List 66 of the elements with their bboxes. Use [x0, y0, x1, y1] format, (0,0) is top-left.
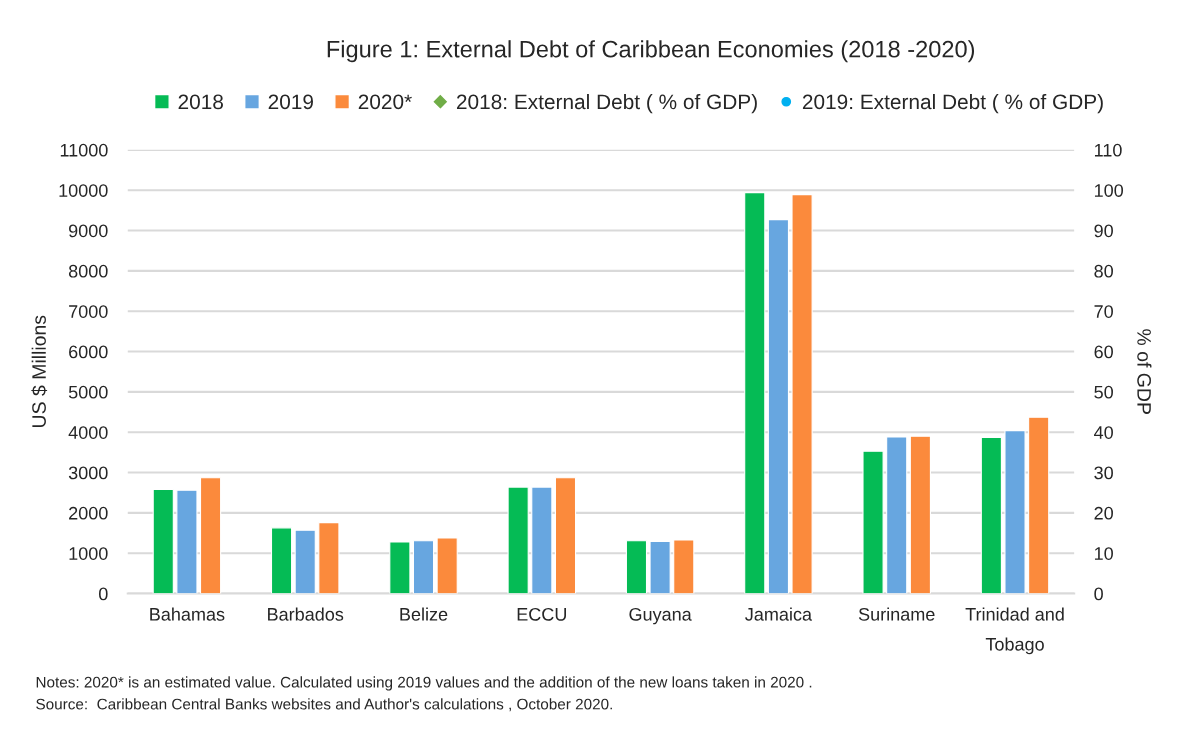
y2-tick-label: 100	[1094, 184, 1124, 197]
bar	[294, 529, 316, 594]
y-tick-label: 0	[98, 587, 108, 601]
bar	[152, 488, 174, 594]
bar	[909, 435, 931, 594]
legend-label: 2020*	[358, 94, 412, 110]
legend-label: 2018: External Debt ( % of GDP)	[456, 93, 757, 114]
bar	[412, 540, 435, 594]
y2-axis-title: % of GDP	[1137, 329, 1152, 414]
x-tick-label: Jamaica	[745, 607, 813, 621]
bar	[199, 477, 222, 594]
bar	[673, 539, 695, 594]
y2-tick-label: 40	[1094, 426, 1113, 439]
bar	[554, 477, 577, 594]
y2-tick-label: 0	[1094, 587, 1103, 601]
bar	[389, 541, 411, 594]
x-tick-label: Suriname	[858, 607, 935, 621]
y2-tick-label: 80	[1094, 264, 1113, 278]
chart-title: Figure 1: External Debt of Caribbean Economies (2018 -2020)	[327, 40, 975, 63]
bar	[318, 522, 340, 594]
text: Notes: 2020* is an estimated value. Calculated using 2019 values and the addition of the new loans taken in 2020 .	[36, 676, 812, 691]
y2-tick-label: 10	[1094, 547, 1113, 560]
source-note: Source: Caribbean Central Banks websites and Author's calculations , October 2020.	[36, 698, 612, 712]
legend-label: 2018	[178, 94, 223, 110]
bar	[1028, 416, 1050, 594]
x-tick-label: ECCU	[517, 607, 566, 621]
bar	[1004, 430, 1026, 594]
bar	[791, 194, 813, 594]
bar	[270, 527, 293, 594]
x-tick-label: Bahamas	[150, 607, 225, 621]
y-tick-label: 7000	[69, 305, 108, 318]
y2-tick-label: 60	[1094, 345, 1113, 359]
x-tick-label: Barbados	[268, 607, 344, 621]
y-axis-title: US $ Millions	[31, 315, 48, 427]
y-tick-label: 2000	[69, 506, 108, 520]
y2-tick-label: 110	[1094, 143, 1122, 157]
legend-label: 2019: External Debt ( % of GDP)	[802, 93, 1103, 114]
bar	[886, 436, 908, 594]
bar	[531, 486, 553, 594]
y2-tick-label: 30	[1094, 466, 1113, 480]
y-tick-label: 8000	[68, 264, 108, 278]
y2-tick-label: 70	[1094, 305, 1113, 318]
y-tick-label: 10000	[59, 184, 108, 197]
bar	[176, 489, 198, 594]
y-tick-label: 6000	[69, 345, 108, 359]
bar	[862, 450, 884, 594]
bar	[980, 436, 1002, 594]
x-tick-label: Belize	[400, 607, 448, 621]
y-tick-label: 1000	[69, 547, 108, 560]
bar	[625, 540, 648, 594]
y-tick-label: 9000	[69, 224, 108, 238]
y-tick-label: 11000	[60, 143, 108, 157]
bar	[767, 219, 790, 594]
y-tick-label: 5000	[68, 385, 108, 399]
x-tick-label: Guyana	[629, 607, 692, 625]
bar	[507, 486, 529, 594]
y2-tick-label: 90	[1094, 224, 1113, 238]
y-tick-label: 4000	[68, 426, 108, 439]
bar	[436, 537, 458, 594]
bar	[744, 192, 766, 594]
y-tick-label: 3000	[68, 466, 108, 480]
x-tick-label: Trinidad and Tobago	[965, 607, 1064, 655]
bar	[649, 540, 671, 594]
y2-tick-label: 20	[1094, 506, 1113, 520]
legend-label: 2019	[268, 94, 313, 110]
y2-tick-label: 50	[1094, 385, 1113, 399]
